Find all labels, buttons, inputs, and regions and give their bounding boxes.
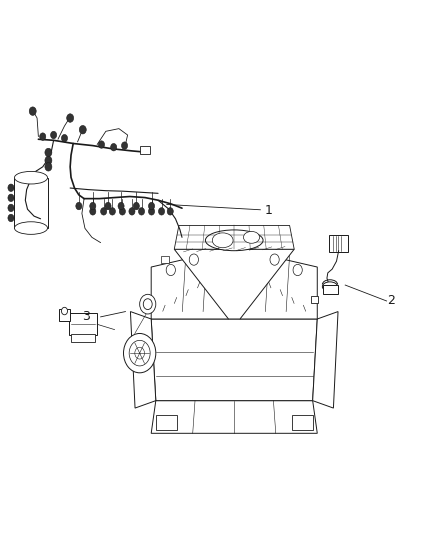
Circle shape — [133, 203, 139, 210]
FancyBboxPatch shape — [59, 309, 70, 320]
Circle shape — [119, 208, 125, 215]
Polygon shape — [313, 312, 338, 408]
Polygon shape — [174, 225, 294, 249]
Circle shape — [90, 208, 96, 215]
Polygon shape — [292, 416, 313, 430]
Circle shape — [90, 203, 96, 210]
Circle shape — [8, 214, 14, 222]
FancyBboxPatch shape — [69, 313, 97, 335]
Circle shape — [8, 194, 14, 201]
Circle shape — [61, 134, 67, 142]
Circle shape — [143, 298, 152, 310]
Circle shape — [166, 264, 175, 276]
Circle shape — [29, 107, 36, 115]
Circle shape — [76, 203, 82, 210]
Ellipse shape — [244, 231, 260, 243]
Circle shape — [135, 347, 145, 359]
FancyBboxPatch shape — [161, 256, 170, 263]
Circle shape — [8, 204, 14, 212]
Circle shape — [124, 334, 156, 373]
Circle shape — [61, 308, 67, 315]
Circle shape — [79, 125, 86, 134]
Circle shape — [67, 114, 74, 122]
Circle shape — [148, 208, 155, 215]
Ellipse shape — [14, 222, 47, 235]
Polygon shape — [240, 249, 317, 319]
FancyBboxPatch shape — [140, 146, 150, 154]
Polygon shape — [151, 401, 317, 433]
Circle shape — [129, 341, 150, 366]
Ellipse shape — [14, 172, 47, 184]
FancyBboxPatch shape — [322, 285, 338, 294]
Circle shape — [159, 208, 165, 215]
Polygon shape — [174, 249, 294, 319]
Circle shape — [111, 143, 117, 151]
Circle shape — [101, 208, 107, 215]
Circle shape — [8, 184, 14, 191]
Circle shape — [121, 142, 127, 149]
FancyBboxPatch shape — [311, 296, 318, 303]
Circle shape — [105, 203, 111, 210]
Polygon shape — [156, 416, 177, 430]
Circle shape — [148, 203, 155, 210]
Text: 1: 1 — [265, 204, 273, 217]
Ellipse shape — [205, 230, 263, 251]
Circle shape — [118, 203, 124, 210]
Circle shape — [45, 148, 52, 157]
Circle shape — [45, 156, 52, 165]
Circle shape — [45, 163, 52, 171]
Polygon shape — [151, 249, 229, 319]
Circle shape — [129, 208, 135, 215]
Circle shape — [167, 208, 173, 215]
FancyBboxPatch shape — [329, 235, 348, 252]
Text: 3: 3 — [82, 310, 90, 324]
Polygon shape — [131, 312, 156, 408]
Circle shape — [50, 131, 57, 139]
FancyBboxPatch shape — [71, 334, 95, 342]
Polygon shape — [151, 319, 317, 401]
Circle shape — [140, 294, 156, 314]
Circle shape — [138, 208, 145, 215]
Ellipse shape — [212, 233, 233, 248]
Polygon shape — [14, 177, 47, 228]
Circle shape — [270, 254, 279, 265]
Text: 2: 2 — [387, 294, 395, 308]
Circle shape — [189, 254, 198, 265]
Circle shape — [40, 133, 46, 140]
Ellipse shape — [322, 282, 338, 292]
Circle shape — [293, 264, 302, 276]
Circle shape — [110, 208, 116, 215]
Circle shape — [99, 141, 105, 148]
